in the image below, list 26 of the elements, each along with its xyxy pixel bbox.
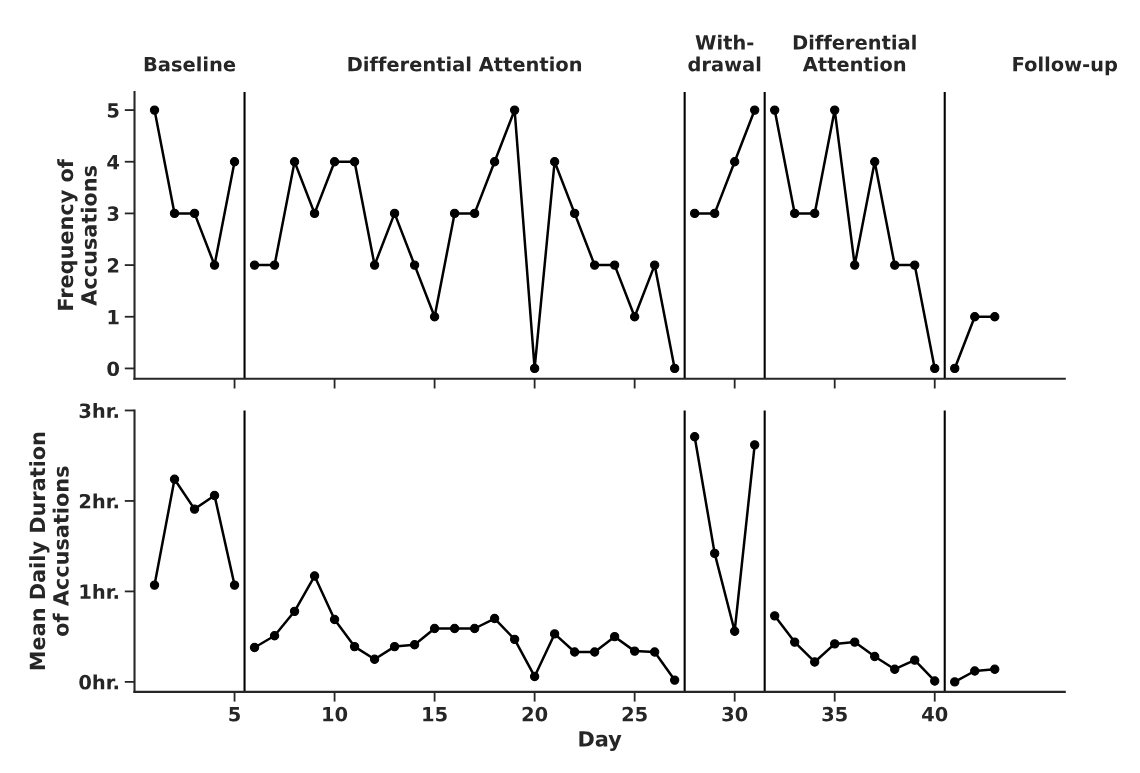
text: Follow-up <box>1013 56 1118 76</box>
x-tick-label: 10 <box>323 706 348 722</box>
text: Baseline <box>144 56 236 72</box>
y-tick-label: 3 <box>107 206 119 222</box>
text: Differential Attention <box>348 56 582 72</box>
x-tick-label: 5 <box>229 707 240 722</box>
x-axis-title: Day <box>579 731 622 751</box>
y-tick-label: 1 <box>108 309 119 325</box>
y-tick-label: 5 <box>107 103 119 118</box>
y-tick-label: 3hr. <box>79 403 118 419</box>
text: Differential Attention <box>793 34 916 72</box>
x-tick-label: 20 <box>522 706 548 722</box>
x-tick-label: 35 <box>822 706 847 722</box>
y-tick-label: 2hr. <box>79 493 118 509</box>
y-tick-label: 2 <box>107 258 119 273</box>
y-axis-title: Mean Daily Duration of Accusations <box>29 432 69 670</box>
text: With- drawal <box>688 34 761 72</box>
y-tick-label: 0 <box>107 361 120 377</box>
y-axis-title: Frequency of Accusations <box>57 158 97 310</box>
x-tick-label: 25 <box>622 706 647 722</box>
y-tick-label: 0hr. <box>79 674 118 690</box>
y-tick-label: 4 <box>107 154 120 170</box>
x-tick-label: 30 <box>722 706 748 722</box>
y-tick-label: 1hr. <box>80 584 118 599</box>
x-tick-label: 15 <box>423 707 447 722</box>
x-tick-label: 40 <box>922 706 948 722</box>
